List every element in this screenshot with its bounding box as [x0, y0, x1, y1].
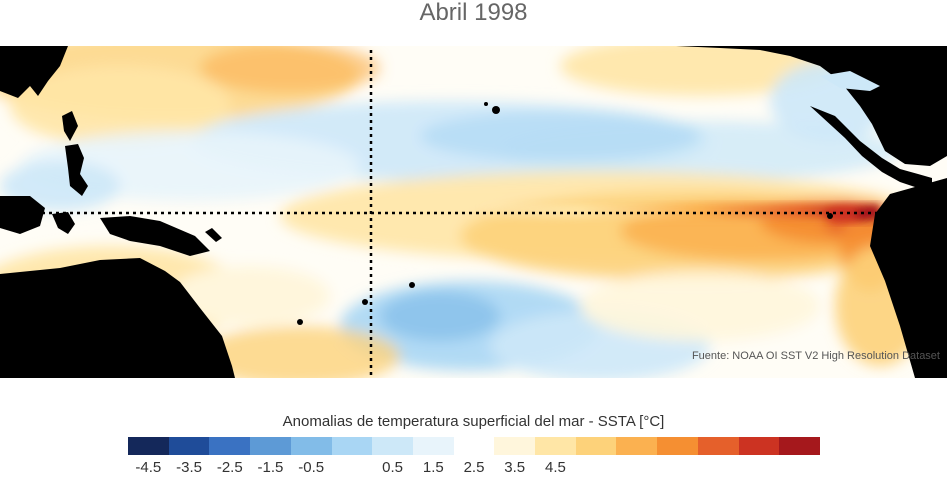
central-america	[810, 106, 932, 188]
ssta-map	[0, 46, 947, 378]
colorbar-swatch	[290, 437, 332, 455]
philippines	[65, 144, 88, 196]
anomaly-field	[0, 46, 925, 378]
fiji	[362, 299, 368, 305]
sulawesi	[52, 212, 75, 234]
north-america	[676, 46, 947, 166]
colorbar-swatch	[168, 437, 210, 455]
gulf-of-mexico	[820, 71, 880, 91]
colorbar-tick-label: -3.5	[176, 459, 202, 476]
solomon-islands	[205, 228, 222, 242]
colorbar-swatch	[209, 437, 251, 455]
colorbar-tick-label: 0.5	[382, 459, 404, 476]
colorbar-swatch	[494, 437, 536, 455]
colorbar-tick-label: -4.5	[135, 459, 162, 476]
colorbar-swatch	[738, 437, 780, 455]
colorbar-swatch	[779, 437, 820, 455]
south-america	[870, 178, 947, 378]
colorbar-swatch	[616, 437, 658, 455]
new-guinea	[100, 216, 210, 256]
colorbar-swatch	[535, 437, 576, 455]
new-caledonia	[297, 319, 303, 325]
ssta-map-svg	[0, 46, 947, 378]
colorbar-ticks: -4.5 -3.5 -2.5 -1.5 -0.5 0.5 1.5 2.5 3.5 4.5	[0, 459, 947, 479]
colorbar-swatch	[331, 437, 373, 455]
colorbar-tick-label: 2.5	[463, 459, 485, 476]
colorbar-swatch	[575, 437, 617, 455]
borneo	[0, 196, 45, 234]
colorbar-swatch	[250, 437, 291, 455]
colorbar-tick-label: 4.5	[544, 459, 566, 476]
samoa	[409, 282, 415, 288]
colorbar-swatch	[657, 437, 698, 455]
land-masses	[0, 46, 947, 378]
colorbar-swatch	[453, 437, 495, 455]
colorbar-swatch	[128, 437, 169, 455]
australia	[0, 258, 235, 378]
colorbar	[128, 437, 820, 455]
galapagos	[827, 213, 833, 219]
colorbar-tick-label: -0.5	[298, 459, 325, 476]
hawaii	[492, 106, 500, 114]
asia-coast	[0, 46, 68, 98]
colorbar-tick-label: -1.5	[257, 459, 284, 476]
data-source-note: Fuente: NOAA OI SST V2 High Resolution D…	[691, 350, 940, 362]
colorbar-tick-label: -2.5	[216, 459, 243, 476]
taiwan-area	[62, 111, 78, 141]
colorbar-tick-label: 1.5	[422, 459, 444, 476]
colorbar-swatch	[697, 437, 739, 455]
colorbar-label: Anomalias de temperatura superficial del…	[282, 413, 665, 430]
colorbar-swatch	[412, 437, 454, 455]
map-title: Abril 1998	[419, 0, 528, 26]
colorbar-tick-label: 3.5	[504, 459, 526, 476]
colorbar-swatch	[372, 437, 413, 455]
